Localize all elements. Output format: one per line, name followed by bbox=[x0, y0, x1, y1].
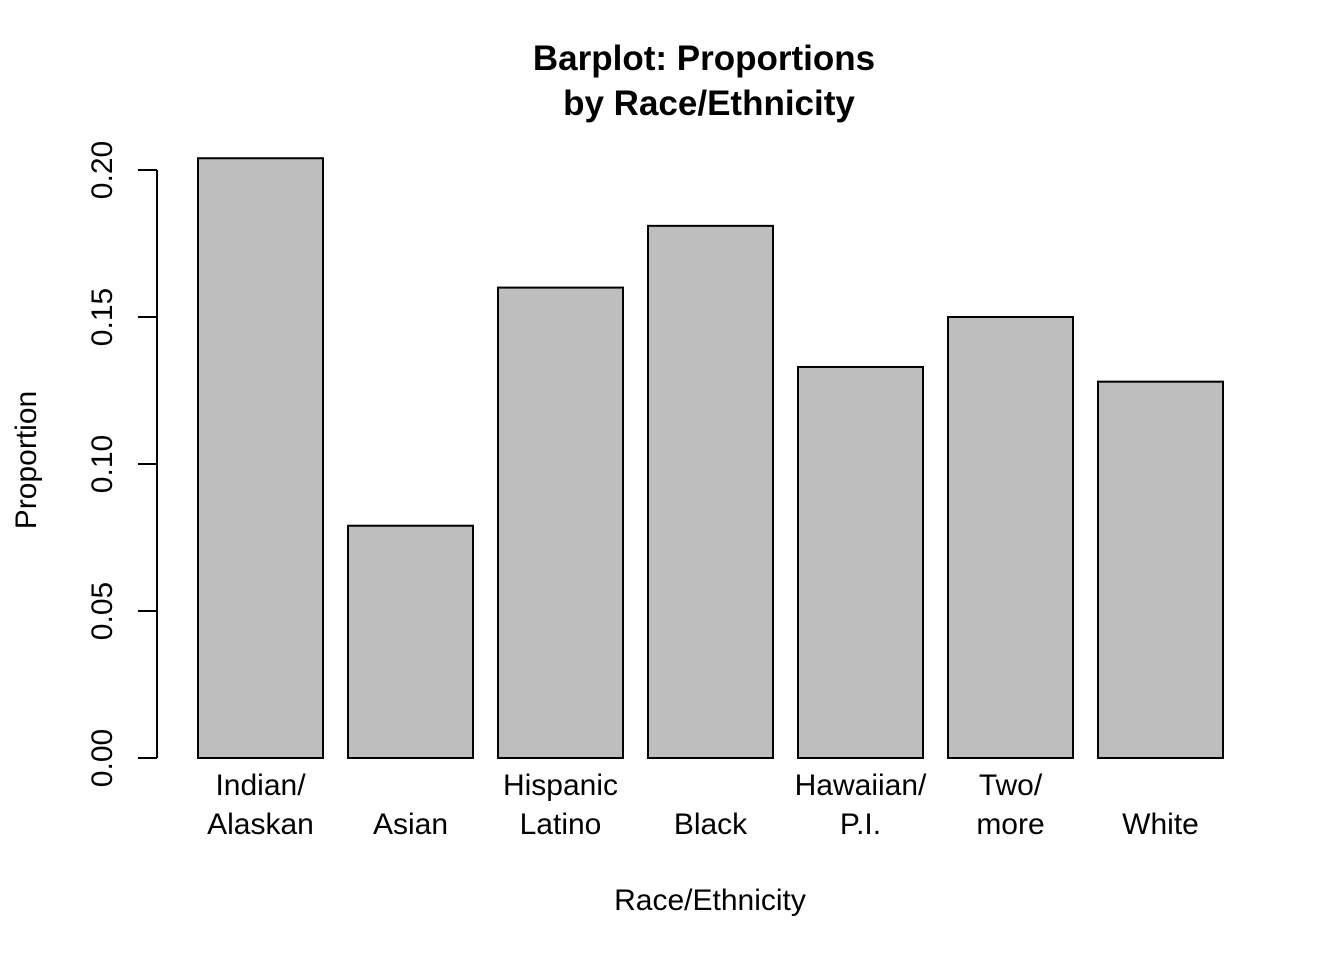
x-category-label-4-0: Hawaiian/ bbox=[795, 769, 927, 802]
x-category-label-3-0: Black bbox=[674, 808, 748, 841]
x-category-label-0-0: Indian/ bbox=[215, 769, 306, 802]
x-category-label-2-1: Latino bbox=[520, 808, 602, 841]
x-category-label-0-1: Alaskan bbox=[207, 808, 314, 841]
x-category-label-6-0: White bbox=[1122, 808, 1199, 841]
bar-0 bbox=[197, 157, 324, 760]
x-category-label-2-0: Hispanic bbox=[503, 769, 618, 802]
x-category-label-1-0: Asian bbox=[373, 808, 448, 841]
y-axis-title: Proportion bbox=[10, 391, 43, 529]
bars-group bbox=[197, 157, 1224, 760]
x-category-label-4-1: P.I. bbox=[840, 808, 881, 841]
y-tick-label-3: 0.15 bbox=[86, 288, 119, 346]
bar-5 bbox=[947, 316, 1074, 759]
x-axis-labels: Indian/Alaskan Asian Hispanic Latino Black Ha… bbox=[207, 769, 1199, 841]
chart-title-line-1: Barplot: Proportions bbox=[533, 39, 875, 78]
x-axis-title: Race/Ethnicity bbox=[614, 884, 806, 917]
y-tick-label-2: 0.10 bbox=[86, 435, 119, 493]
y-tick-label-0: 0.00 bbox=[86, 729, 119, 787]
y-tick-label-4: 0.20 bbox=[86, 141, 119, 199]
x-category-label-5-0: Two/ bbox=[979, 769, 1043, 802]
bar-2 bbox=[497, 286, 624, 759]
bar-1 bbox=[347, 524, 474, 759]
chart-title-line-2: by Race/Ethnicity bbox=[563, 84, 855, 123]
y-tick-label-1: 0.05 bbox=[86, 582, 119, 640]
bar-4 bbox=[797, 365, 924, 759]
x-category-label-5-1: more bbox=[976, 808, 1044, 841]
y-axis: 0.00 0.05 0.10 0.15 0.20 bbox=[86, 141, 158, 787]
bar-6 bbox=[1097, 380, 1224, 759]
bar-3 bbox=[647, 224, 774, 760]
